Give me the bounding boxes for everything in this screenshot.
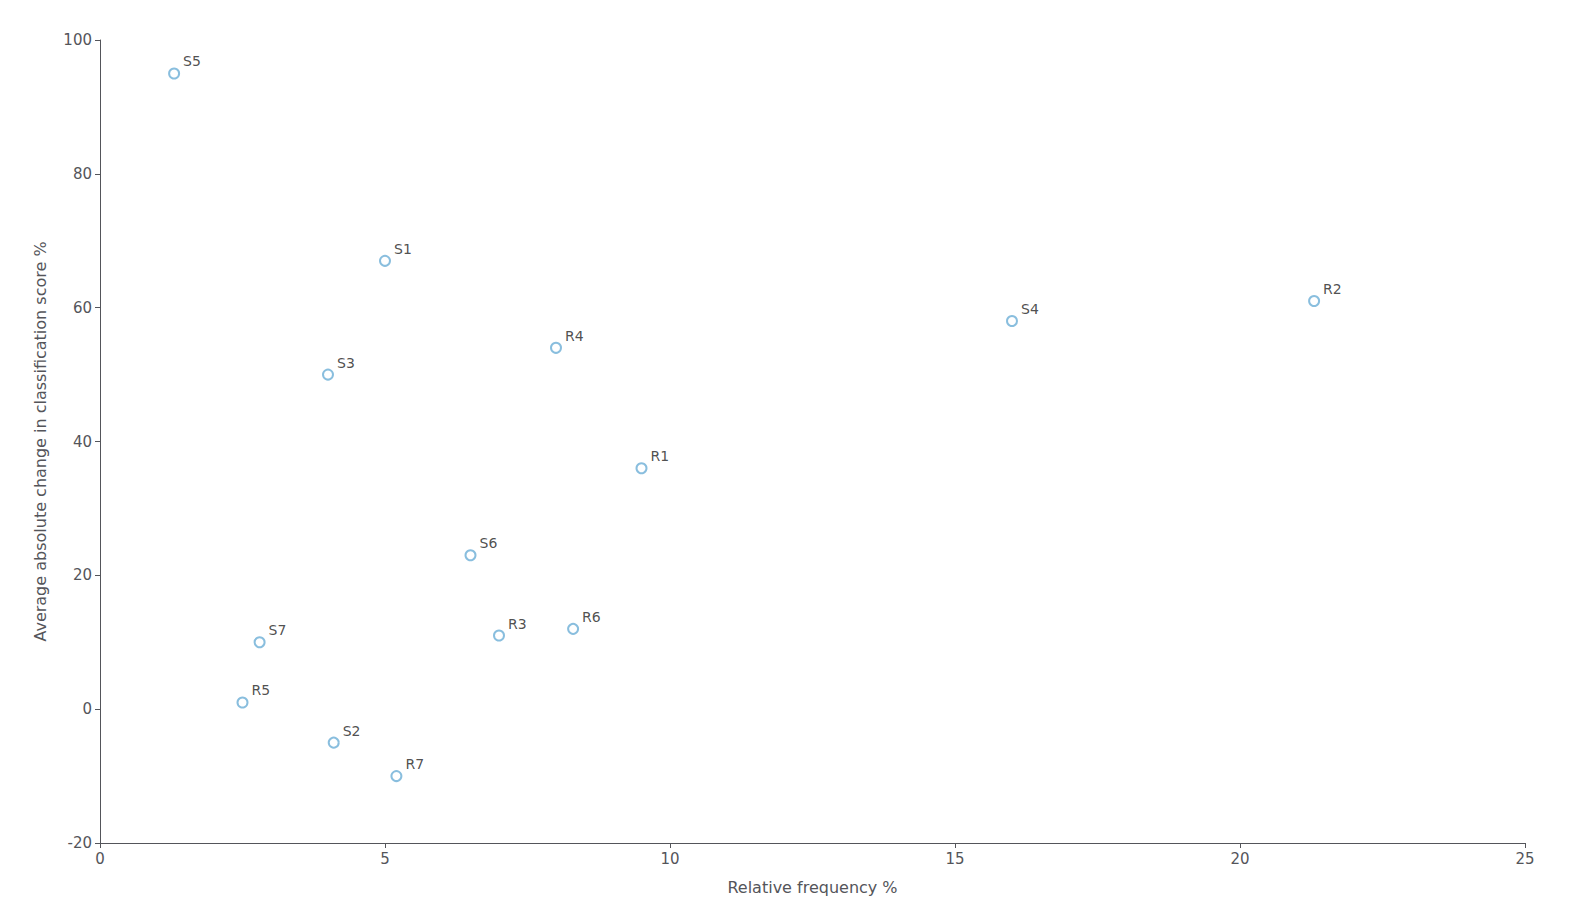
svg-text:R6: R6	[582, 609, 601, 625]
svg-text:5: 5	[380, 850, 390, 868]
svg-text:10: 10	[660, 850, 679, 868]
svg-text:R4: R4	[565, 328, 584, 344]
svg-text:R1: R1	[651, 448, 670, 464]
svg-text:S4: S4	[1021, 301, 1039, 317]
svg-text:R3: R3	[508, 616, 527, 632]
svg-text:0: 0	[82, 700, 92, 718]
svg-text:R5: R5	[252, 682, 271, 698]
svg-text:S2: S2	[343, 723, 361, 739]
svg-text:20: 20	[1230, 850, 1249, 868]
svg-text:0: 0	[95, 850, 105, 868]
svg-text:60: 60	[73, 299, 92, 317]
svg-text:Average absolute change in cla: Average absolute change in classificatio…	[31, 241, 50, 641]
svg-text:S5: S5	[183, 53, 201, 69]
svg-text:25: 25	[1515, 850, 1534, 868]
svg-text:Relative frequency %: Relative frequency %	[727, 878, 897, 897]
svg-text:S6: S6	[480, 535, 498, 551]
svg-text:S1: S1	[394, 241, 412, 257]
svg-text:R2: R2	[1323, 281, 1342, 297]
svg-text:20: 20	[73, 566, 92, 584]
svg-text:S7: S7	[269, 622, 287, 638]
svg-text:S3: S3	[337, 355, 355, 371]
svg-text:40: 40	[73, 433, 92, 451]
svg-text:15: 15	[945, 850, 964, 868]
svg-text:-20: -20	[68, 834, 93, 852]
svg-text:R7: R7	[405, 756, 424, 772]
svg-text:100: 100	[63, 31, 92, 49]
svg-text:80: 80	[73, 165, 92, 183]
